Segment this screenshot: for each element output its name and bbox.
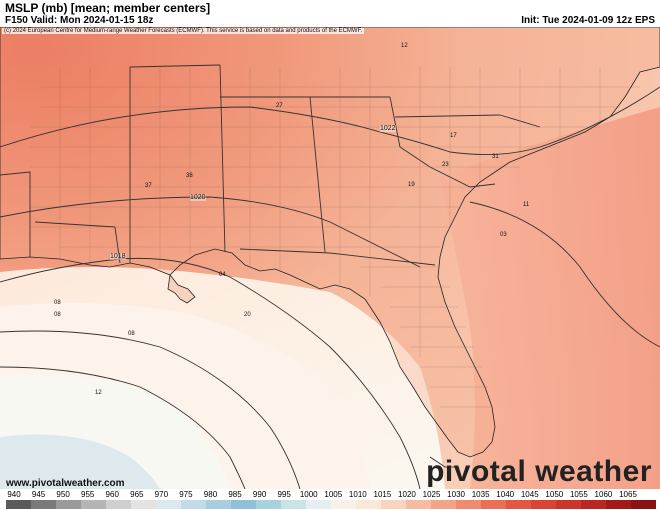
- legend-color-swatch: [606, 500, 632, 509]
- legend-tick-label: 1035: [471, 490, 490, 499]
- legend-tick-label: 1005: [324, 490, 343, 499]
- isobar-label-1020: 1020: [190, 194, 206, 201]
- legend-tick-label: 1060: [594, 490, 613, 499]
- legend-color-swatch: [431, 500, 457, 509]
- isobar-label-1018: 1018: [110, 253, 126, 260]
- legend-tick-label: 1040: [496, 490, 515, 499]
- legend-tick-label: 955: [80, 490, 95, 499]
- member-center-label: 19: [408, 182, 415, 188]
- legend-color-swatch: [156, 500, 182, 509]
- legend-tick-label: 950: [56, 490, 70, 499]
- member-center-label: 08: [54, 312, 61, 318]
- member-center-label: 03: [500, 232, 507, 238]
- website-link[interactable]: www.pivotalweather.com: [6, 478, 125, 489]
- member-center-label: 37: [145, 183, 152, 189]
- member-center-label: 38: [186, 173, 193, 179]
- mslp-map-svg: [0, 27, 660, 489]
- legend-color-swatch: [256, 500, 282, 509]
- legend-tick-label: 1010: [348, 490, 367, 499]
- legend-color-swatch: [406, 500, 432, 509]
- legend-color-swatch: [81, 500, 107, 509]
- county-lines: [30, 67, 640, 408]
- legend-tick-label: 1025: [422, 490, 441, 499]
- legend-color-swatch: [581, 500, 607, 509]
- legend-tick-label: 1030: [447, 490, 465, 499]
- legend-color-swatch: [631, 500, 656, 509]
- legend-color-swatch: [556, 500, 582, 509]
- legend-tick-label: 1000: [299, 490, 318, 499]
- legend-tick-label: 960: [105, 490, 119, 499]
- member-center-label: 08: [128, 331, 135, 337]
- isobars: [0, 86, 660, 489]
- legend-color-swatch: [106, 500, 132, 509]
- pivotal-weather-logo: pivotal weather: [426, 455, 652, 488]
- legend-tick-label: 1065: [619, 490, 637, 499]
- isobar-1022: [0, 86, 660, 156]
- map-header: MSLP (mb) [mean; member centers] F150 Va…: [0, 0, 660, 30]
- legend-tick-label: 990: [252, 490, 267, 499]
- legend-tick-label: 1055: [569, 490, 588, 499]
- legend-color-swatch: [131, 500, 157, 509]
- legend-color-swatch: [306, 500, 332, 509]
- legend-tick-label: 1020: [398, 490, 416, 499]
- atlantic-field: [440, 107, 660, 489]
- init-time: Init: Tue 2024-01-09 12z EPS: [521, 15, 655, 26]
- member-center-label: 08: [54, 300, 61, 306]
- legend-color-swatch: [206, 500, 232, 509]
- member-center-label: 23: [442, 162, 449, 168]
- legend-color-swatch: [331, 500, 357, 509]
- member-center-label: 12: [401, 43, 408, 49]
- legend-color-swatch: [31, 500, 57, 509]
- low-pressure-area: [0, 434, 160, 489]
- valid-time: F150 Valid: Mon 2024-01-15 18z: [5, 15, 154, 26]
- member-center-label: 31: [492, 154, 499, 160]
- member-center-label: 04: [219, 272, 226, 278]
- legend-color-swatch: [181, 500, 207, 509]
- legend-ticks: 940 945 950 955 960 965 970 975 980 985 990 995 1000…: [0, 489, 660, 500]
- legend-tick-label: 995: [277, 490, 291, 499]
- page-title: MSLP (mb) [mean; member centers]: [5, 1, 211, 15]
- mississippi-delta: [167, 274, 196, 304]
- copyright-notice: (c) 2024 European Centre for Medium-rang…: [2, 28, 365, 34]
- isobar-1020: [0, 196, 421, 268]
- land-outline: [0, 27, 660, 458]
- isobar-1016: [0, 330, 301, 489]
- legend-color-swatch: [6, 500, 32, 509]
- legend-color-swatch: [231, 500, 257, 509]
- legend-tick-label: 1015: [373, 490, 392, 499]
- member-center-label: 17: [450, 133, 457, 139]
- pressure-legend: 940 945 950 955 960 965 970 975 980 985 990 995 1000…: [0, 489, 660, 510]
- weather-map[interactable]: 1022 1020 1018 12 27 17 37 38 23 31 19 1…: [0, 27, 660, 489]
- member-center-label: 11: [523, 202, 530, 208]
- legend-color-swatch: [281, 500, 307, 509]
- legend-tick-label: 940: [7, 490, 21, 499]
- isobar-east: [469, 201, 660, 348]
- legend-color-swatch: [456, 500, 482, 509]
- legend-color-swatch: [531, 500, 557, 509]
- legend-tick-label: 945: [31, 490, 46, 499]
- legend-color-swatch: [481, 500, 507, 509]
- legend-color-swatch: [506, 500, 532, 509]
- legend-tick-label: 970: [154, 490, 169, 499]
- legend-tick-label: 1050: [545, 490, 564, 499]
- legend-color-swatch: [381, 500, 407, 509]
- legend-tick-label: 975: [179, 490, 193, 499]
- legend-color-swatch: [356, 500, 382, 509]
- member-center-label: 27: [276, 103, 283, 109]
- legend-tick-label: 980: [203, 490, 218, 499]
- member-center-label: 12: [95, 390, 102, 396]
- isobar-label-1022: 1022: [380, 125, 396, 132]
- legend-colorbar: [6, 500, 656, 509]
- legend-tick-label: 965: [130, 490, 144, 499]
- isobar-1014: [0, 366, 246, 489]
- legend-color-swatch: [56, 500, 82, 509]
- florida-keys: [429, 456, 458, 468]
- legend-tick-label: 1045: [520, 490, 539, 499]
- isobar-1018: [0, 257, 421, 489]
- member-center-label: 20: [244, 312, 251, 318]
- legend-tick-label: 985: [228, 490, 242, 499]
